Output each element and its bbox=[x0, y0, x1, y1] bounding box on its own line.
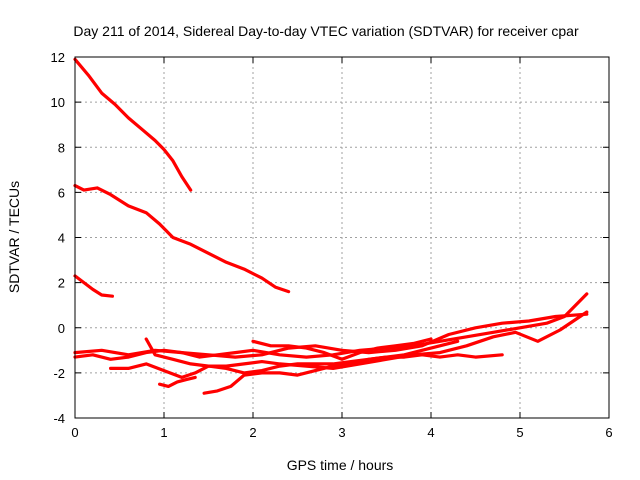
series-line-track-3 bbox=[73, 274, 115, 298]
y-tick-label: 4 bbox=[58, 231, 65, 246]
series-line-track-1 bbox=[73, 57, 193, 192]
series-line-track-6 bbox=[144, 310, 589, 370]
chart-title: Day 211 of 2014, Sidereal Day-to-day VTE… bbox=[73, 23, 579, 39]
y-axis-label: SDTVAR / TECUs bbox=[6, 181, 22, 293]
y-tick-label: -2 bbox=[53, 366, 65, 381]
series-line-track-2 bbox=[73, 184, 291, 294]
y-tick-label: 8 bbox=[58, 140, 65, 155]
series-line-track-9 bbox=[202, 339, 460, 395]
y-tick-label: 2 bbox=[58, 276, 65, 291]
y-tick-label: 6 bbox=[58, 185, 65, 200]
x-axis-label: GPS time / hours bbox=[287, 457, 394, 473]
series-line-track-8 bbox=[158, 375, 197, 388]
x-tick-label: 1 bbox=[160, 425, 167, 440]
y-tick-label: 0 bbox=[58, 321, 65, 336]
x-tick-label: 3 bbox=[338, 425, 345, 440]
x-tick-label: 5 bbox=[516, 425, 523, 440]
series-line-track-7 bbox=[108, 353, 504, 379]
y-tick-label: 12 bbox=[51, 50, 65, 65]
y-tick-label: -4 bbox=[53, 411, 65, 426]
y-tick-label: 10 bbox=[51, 95, 65, 110]
series-group bbox=[73, 57, 589, 395]
plot-frame bbox=[74, 56, 610, 419]
x-tick-label: 4 bbox=[427, 425, 434, 440]
x-tick-label: 6 bbox=[605, 425, 612, 440]
x-tick-label: 2 bbox=[249, 425, 256, 440]
series-line-track-10 bbox=[251, 337, 433, 361]
x-tick-label: 0 bbox=[71, 425, 78, 440]
series-line-track-5 bbox=[73, 312, 589, 359]
